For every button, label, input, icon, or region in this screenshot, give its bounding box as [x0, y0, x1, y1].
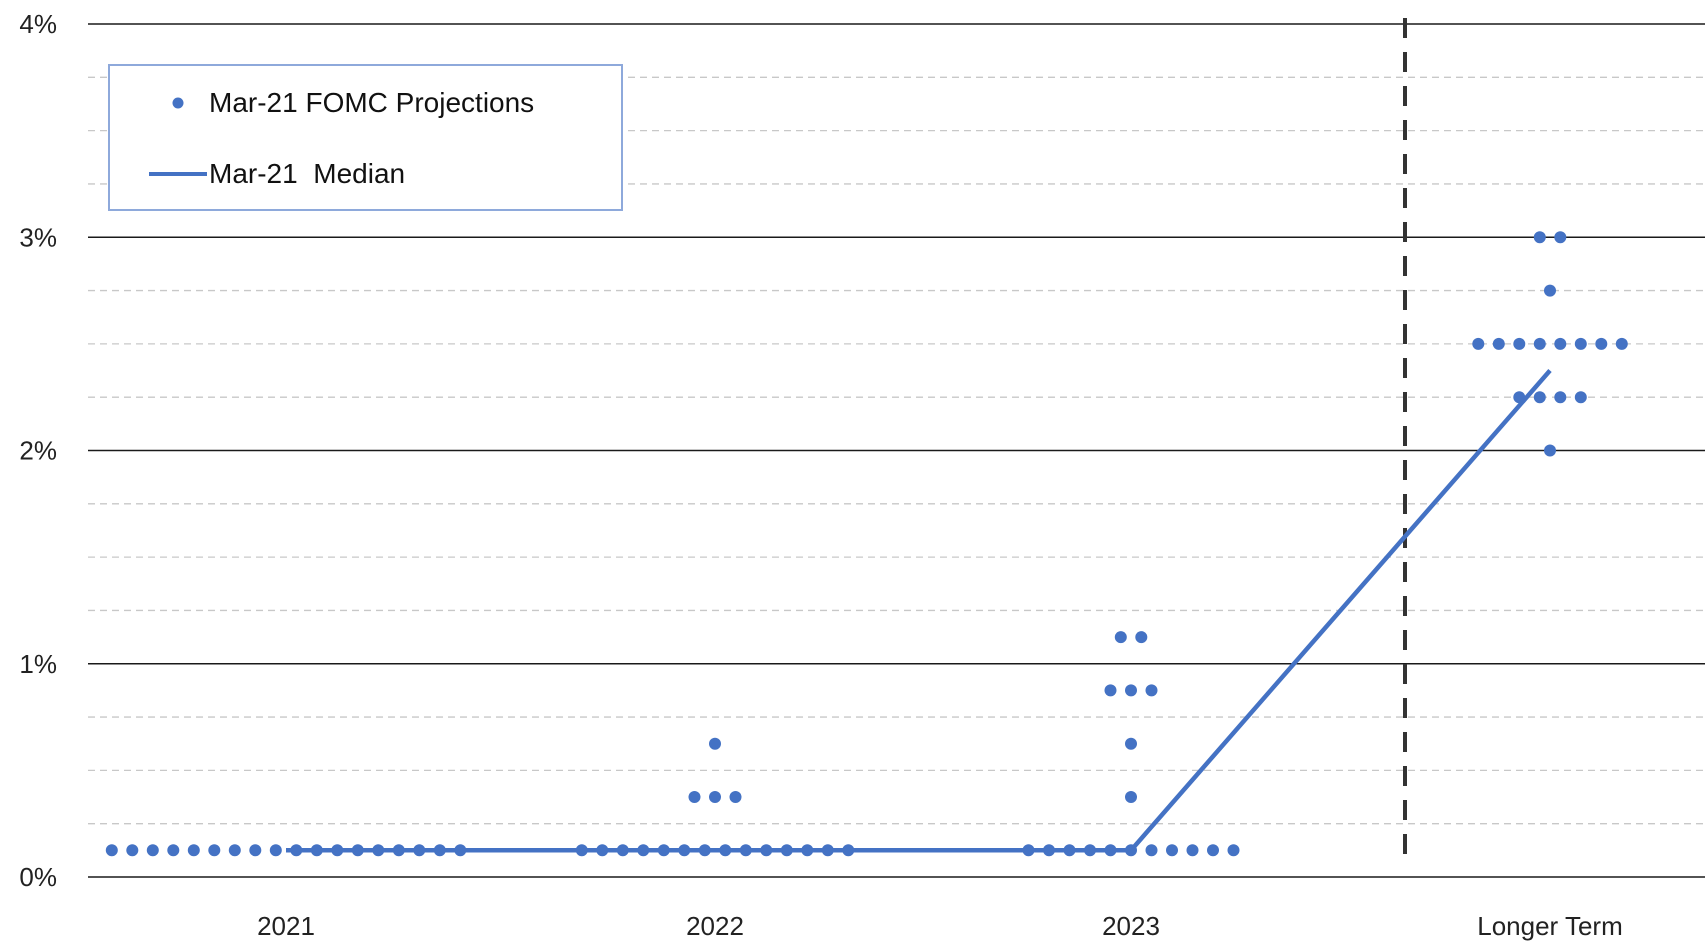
x-tick-label: Longer Term	[1477, 911, 1623, 941]
legend-dots-marker	[172, 97, 184, 109]
projection-dot	[1544, 284, 1556, 297]
projection-dot	[1544, 444, 1556, 457]
projection-dot	[1472, 337, 1485, 350]
projection-dot	[1114, 631, 1127, 644]
legend-box	[108, 64, 623, 211]
y-tick-label: 4%	[19, 9, 57, 39]
legend-label-median: Mar-21 Median	[209, 158, 405, 189]
legend: Mar-21 FOMC Projections Mar-21 Median	[108, 64, 623, 211]
projection-dot	[1533, 391, 1546, 404]
y-tick-label: 3%	[19, 222, 57, 252]
projection-dot	[1574, 391, 1587, 404]
projection-dot	[1125, 791, 1137, 803]
projection-dot	[208, 844, 221, 857]
median-line-group	[286, 369, 1552, 853]
projection-dot	[709, 791, 721, 803]
gridlines	[88, 23, 1705, 878]
projection-dot	[1595, 337, 1608, 350]
projection-dot	[1145, 844, 1158, 857]
projection-dot	[1125, 684, 1137, 697]
projection-dot	[729, 791, 742, 803]
projection-dot	[249, 844, 262, 857]
projection-dot	[1574, 337, 1587, 350]
projection-dot	[1186, 844, 1199, 857]
projection-dot	[1554, 391, 1567, 404]
x-tick-label: 2023	[1102, 911, 1160, 941]
projection-dot	[1135, 631, 1148, 644]
y-axis-ticks: 0% 1% 2% 3% 4%	[19, 9, 57, 892]
projection-dot	[126, 844, 139, 857]
projection-dot	[1513, 337, 1526, 350]
x-tick-label: 2021	[257, 911, 315, 941]
projection-dot	[1615, 337, 1628, 350]
projection-dot	[1554, 337, 1567, 350]
x-axis-ticks: 2021 2022 2023 Longer Term	[257, 911, 1623, 941]
projection-dot	[269, 844, 282, 857]
projection-dot	[187, 844, 200, 857]
projection-dot	[1554, 231, 1567, 244]
projection-dot	[167, 844, 180, 857]
projection-dot	[1145, 684, 1158, 697]
projection-dot	[709, 737, 721, 750]
projection-dot	[1492, 337, 1505, 350]
legend-label-projections: Mar-21 FOMC Projections	[209, 87, 534, 118]
x-tick-label: 2022	[686, 911, 744, 941]
projection-dot	[146, 844, 159, 857]
projection-dot	[1533, 337, 1546, 350]
y-tick-label: 2%	[19, 436, 57, 466]
projection-dot	[688, 791, 701, 803]
projection-dot	[1166, 844, 1178, 857]
projection-dot	[1207, 844, 1219, 857]
projection-dot	[228, 844, 241, 857]
y-tick-label: 1%	[19, 649, 57, 679]
median-line	[286, 369, 1552, 853]
projection-dot	[1125, 737, 1137, 750]
y-tick-label: 0%	[19, 862, 57, 892]
projection-dot	[1533, 231, 1546, 244]
projection-dot	[1104, 684, 1117, 697]
projection-dots	[105, 231, 1628, 857]
projection-dot	[105, 844, 118, 857]
projection-dot	[1227, 844, 1240, 857]
